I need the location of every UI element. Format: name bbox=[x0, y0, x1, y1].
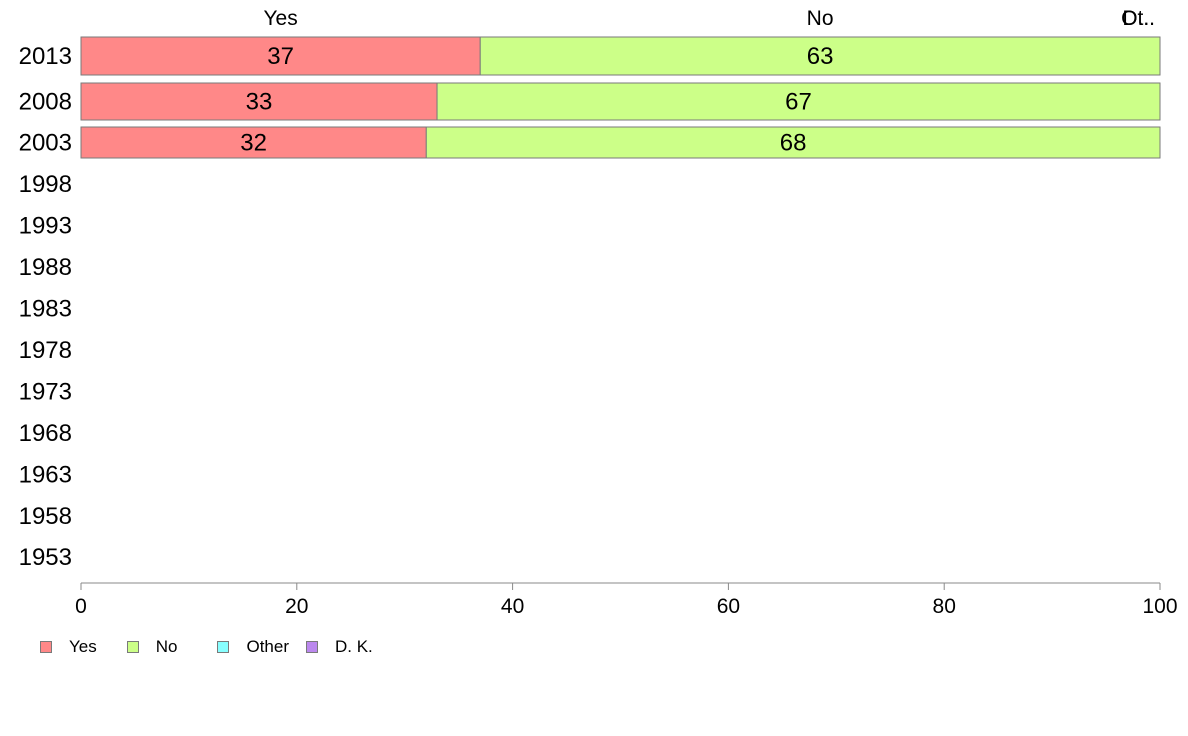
data-label-2003-yes: 32 bbox=[240, 130, 267, 157]
x-tick-label-100: 100 bbox=[1142, 595, 1177, 618]
top-label-4: D... bbox=[1122, 7, 1155, 30]
legend-label-no: No bbox=[155, 637, 178, 656]
legend-label-other: Other bbox=[246, 637, 289, 656]
bar-2008-no bbox=[436, 82, 1161, 121]
data-label-2003-no: 68 bbox=[780, 130, 807, 157]
legend-swatch-yes bbox=[40, 641, 52, 653]
top-label-2: No bbox=[807, 7, 834, 30]
bar-2003-yes bbox=[80, 126, 427, 159]
x-tick-label-60: 60 bbox=[717, 595, 740, 618]
bar-2013-yes bbox=[80, 36, 481, 76]
x-tick-label-20: 20 bbox=[285, 595, 308, 618]
legend-swatch-other bbox=[217, 641, 230, 653]
x-tick-label-0: 0 bbox=[75, 595, 87, 618]
top-label-1: Yes bbox=[263, 7, 297, 30]
x-tick-label-40: 40 bbox=[501, 595, 524, 618]
legend-item-no: No bbox=[126, 637, 178, 657]
category-label-1978: 1978 bbox=[19, 337, 72, 364]
bar-2003-no bbox=[425, 126, 1161, 159]
top-label-3: Ot.. bbox=[1121, 7, 1155, 30]
category-label-1963: 1963 bbox=[19, 462, 72, 489]
legend-item-yes: Yes bbox=[40, 637, 97, 657]
bar-2008-yes bbox=[80, 82, 438, 121]
data-label-2008-no: 67 bbox=[785, 89, 812, 116]
category-label-2013: 2013 bbox=[19, 43, 72, 70]
legend-swatch-dk bbox=[306, 641, 318, 653]
chart-legend: Yes No Other D. K. bbox=[40, 637, 373, 657]
bar-2013-no bbox=[479, 36, 1161, 76]
category-label-1983: 1983 bbox=[19, 296, 72, 323]
legend-label-yes: Yes bbox=[69, 637, 97, 656]
category-label-1993: 1993 bbox=[19, 213, 72, 240]
category-label-1998: 1998 bbox=[19, 171, 72, 198]
category-label-1958: 1958 bbox=[19, 503, 72, 530]
legend-item-other: Other bbox=[217, 637, 289, 657]
category-label-1988: 1988 bbox=[19, 254, 72, 281]
x-tick-label-80: 80 bbox=[933, 595, 956, 618]
category-label-1973: 1973 bbox=[19, 379, 72, 406]
category-label-1953: 1953 bbox=[19, 544, 72, 571]
legend-item-dk: D. K. bbox=[306, 637, 373, 657]
data-label-2013-no: 63 bbox=[807, 43, 834, 70]
category-label-2003: 2003 bbox=[19, 130, 72, 157]
category-label-2008: 2008 bbox=[19, 89, 72, 116]
legend-label-dk: D. K. bbox=[335, 637, 373, 656]
category-label-1968: 1968 bbox=[19, 420, 72, 447]
data-label-2013-yes: 37 bbox=[267, 43, 294, 70]
data-label-2008-yes: 33 bbox=[246, 89, 273, 116]
legend-swatch-no bbox=[126, 641, 139, 653]
